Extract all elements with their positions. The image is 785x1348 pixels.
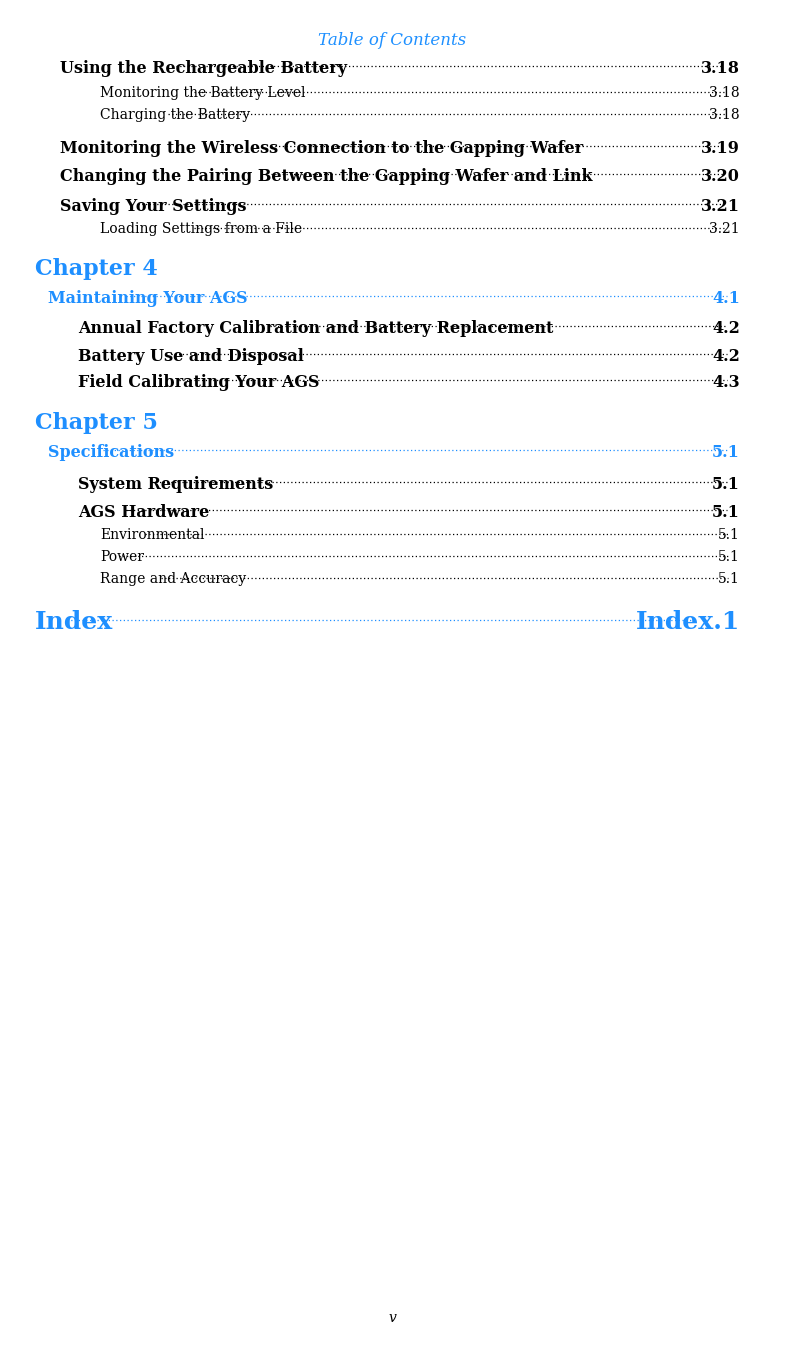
Text: Monitoring the Wireless Connection to the Gapping Wafer: Monitoring the Wireless Connection to th… bbox=[60, 140, 583, 156]
Text: Environmental: Environmental bbox=[100, 528, 205, 542]
Text: AGS Hardware: AGS Hardware bbox=[78, 504, 210, 520]
Text: v: v bbox=[389, 1312, 396, 1325]
Text: Changing the Pairing Between the Gapping Wafer and Link: Changing the Pairing Between the Gapping… bbox=[60, 168, 593, 185]
Text: System Requirements: System Requirements bbox=[78, 476, 273, 493]
Text: 3.19: 3.19 bbox=[701, 140, 740, 156]
Text: 4.3: 4.3 bbox=[712, 373, 740, 391]
Text: Charging the Battery: Charging the Battery bbox=[100, 108, 250, 123]
Text: Index: Index bbox=[35, 611, 113, 634]
Text: Annual Factory Calibration and Battery Replacement: Annual Factory Calibration and Battery R… bbox=[78, 319, 553, 337]
Text: 3.20: 3.20 bbox=[701, 168, 740, 185]
Text: Chapter 4: Chapter 4 bbox=[35, 257, 158, 280]
Text: 3.18: 3.18 bbox=[710, 108, 740, 123]
Text: 3.18: 3.18 bbox=[710, 86, 740, 100]
Text: 4.1: 4.1 bbox=[712, 290, 740, 307]
Text: Battery Use and Disposal: Battery Use and Disposal bbox=[78, 348, 304, 365]
Text: Range and Accuracy: Range and Accuracy bbox=[100, 572, 246, 586]
Text: Field Calibrating Your AGS: Field Calibrating Your AGS bbox=[78, 373, 319, 391]
Text: Maintaining Your AGS: Maintaining Your AGS bbox=[48, 290, 247, 307]
Text: 5.1: 5.1 bbox=[712, 504, 740, 520]
Text: Index.1: Index.1 bbox=[636, 611, 740, 634]
Text: 5.1: 5.1 bbox=[718, 572, 740, 586]
Text: 4.2: 4.2 bbox=[712, 348, 740, 365]
Text: 5.1: 5.1 bbox=[718, 550, 740, 563]
Text: 4.2: 4.2 bbox=[712, 319, 740, 337]
Text: Table of Contents: Table of Contents bbox=[319, 32, 466, 49]
Text: Loading Settings from a File: Loading Settings from a File bbox=[100, 222, 302, 236]
Text: Monitoring the Battery Level: Monitoring the Battery Level bbox=[100, 86, 305, 100]
Text: Saving Your Settings: Saving Your Settings bbox=[60, 198, 246, 214]
Text: Specifications: Specifications bbox=[48, 443, 174, 461]
Text: 3.21: 3.21 bbox=[710, 222, 740, 236]
Text: 5.1: 5.1 bbox=[718, 528, 740, 542]
Text: 5.1: 5.1 bbox=[712, 443, 740, 461]
Text: Chapter 5: Chapter 5 bbox=[35, 412, 158, 434]
Text: 5.1: 5.1 bbox=[712, 476, 740, 493]
Text: 3.18: 3.18 bbox=[701, 61, 740, 77]
Text: 3.21: 3.21 bbox=[701, 198, 740, 214]
Text: Power: Power bbox=[100, 550, 144, 563]
Text: Using the Rechargeable Battery: Using the Rechargeable Battery bbox=[60, 61, 347, 77]
